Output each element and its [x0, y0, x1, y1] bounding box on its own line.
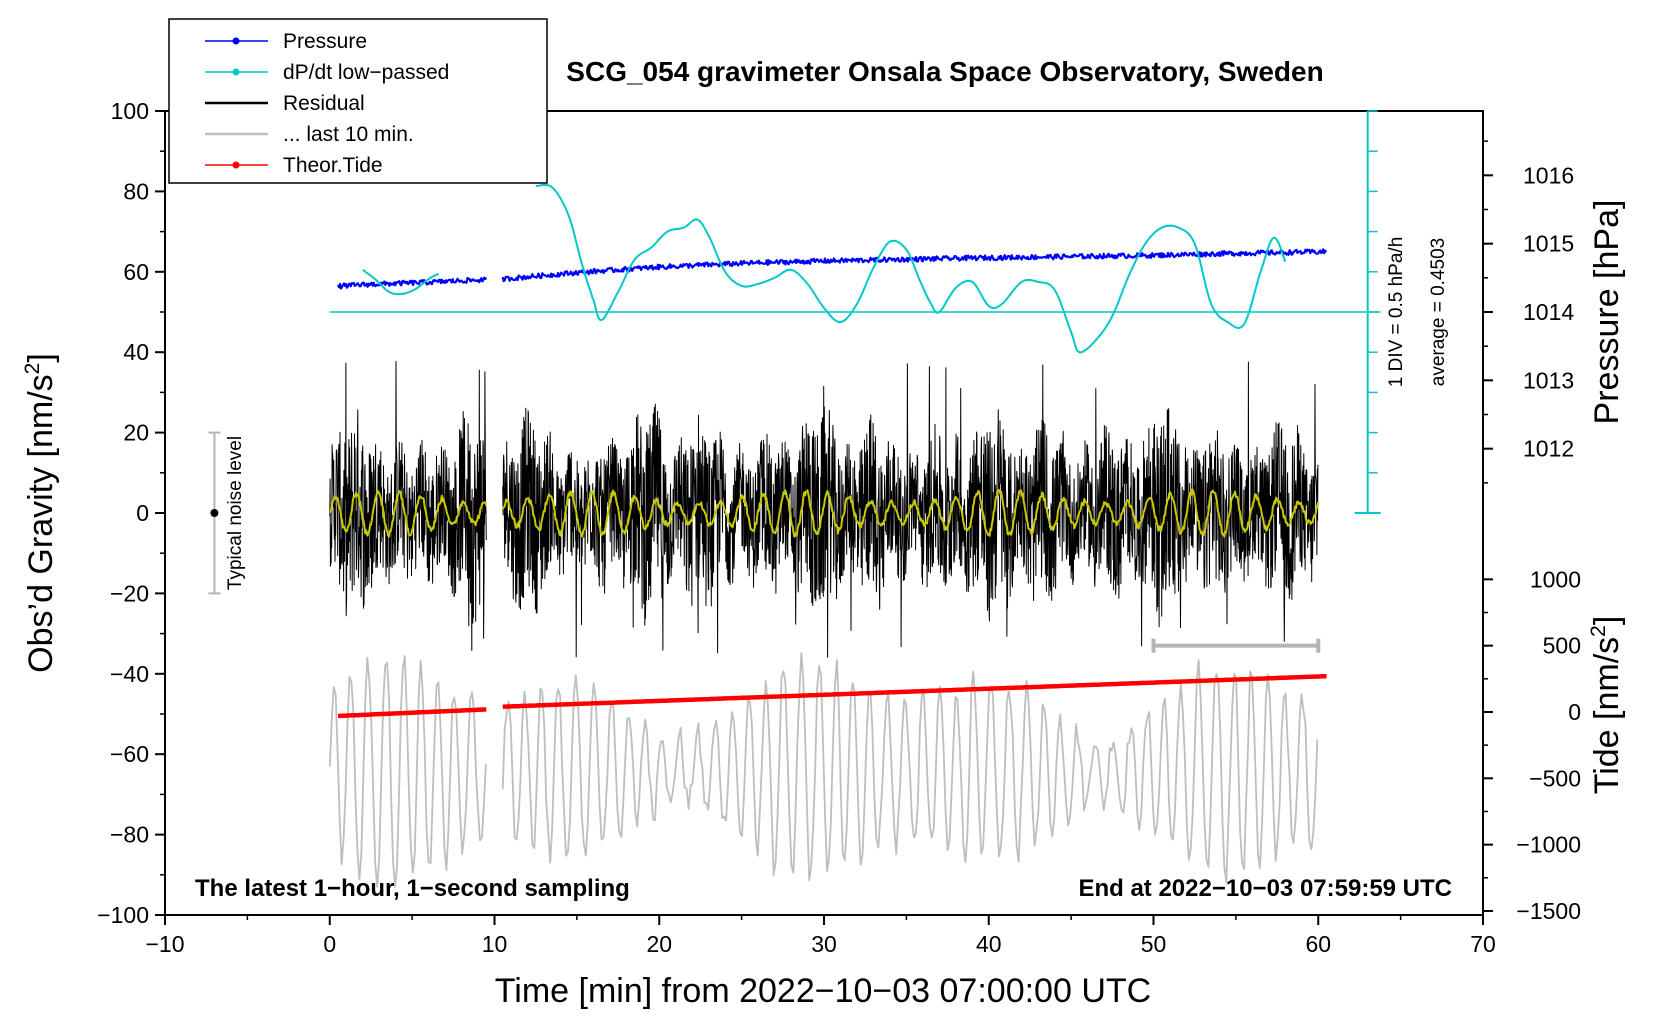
legend-label: Residual	[283, 92, 365, 115]
noise-level-label: Typical noise level	[225, 436, 246, 590]
tide-tick-label: −1000	[1516, 832, 1581, 858]
x-tick-label: 30	[811, 931, 837, 957]
pressure-line	[501, 248, 1328, 283]
pressure-axis-ticks: 1012 1013 1014 1015 1016	[1483, 140, 1574, 484]
residual-series	[329, 360, 1319, 658]
last-10-min-line	[328, 655, 487, 888]
x-tick-label: 10	[482, 931, 508, 957]
pressure-tick-label: 1012	[1523, 436, 1574, 462]
y-tick-label: 80	[123, 178, 149, 204]
x-tick-label: −10	[145, 931, 184, 957]
y-tick-label: 100	[111, 98, 149, 124]
legend-marker	[232, 161, 240, 169]
theor-tide-series	[337, 673, 1327, 719]
dpdt-line	[362, 268, 439, 296]
y-axis-ticks: −100 −80 −60 −40 −20 0 20 40 60 80 100	[97, 98, 165, 928]
residual-line	[329, 360, 487, 651]
y-tick-label: 40	[123, 339, 149, 365]
residual-smoothed-line	[329, 489, 488, 538]
noise-bar-center	[210, 509, 219, 517]
tide-tick-label: −1500	[1516, 898, 1581, 924]
y-tick-label: −60	[110, 741, 149, 767]
residual-line	[502, 361, 1319, 658]
pressure-axis-title: Pressure [hPa]	[1588, 200, 1626, 425]
x-tick-label: 0	[323, 931, 336, 957]
y-axis-title: Obs’d Gravity [nm/s2]	[21, 353, 60, 673]
theor-tide-line	[337, 707, 487, 719]
y-tick-label: 0	[136, 500, 149, 526]
dpdt-average-label: average = 0.4503	[1428, 238, 1449, 386]
noise-level-bar	[208, 431, 221, 595]
chart-title: SCG_054 gravimeter Onsala Space Observat…	[566, 56, 1323, 87]
annotation-left: The latest 1−hour, 1−second sampling	[195, 875, 630, 902]
dpdt-series	[362, 183, 1287, 354]
y-tick-label: −80	[110, 822, 149, 848]
tide-tick-label: 0	[1568, 699, 1581, 725]
y-tick-label: −100	[97, 902, 149, 928]
theor-tide-line	[502, 673, 1327, 709]
pressure-tick-label: 1014	[1523, 299, 1574, 325]
x-tick-label: 60	[1305, 931, 1331, 957]
last-10-min-line	[501, 652, 1319, 884]
pressure-line	[336, 276, 488, 290]
y-tick-label: −20	[110, 580, 149, 606]
last-10-min-marker	[1151, 638, 1321, 653]
pressure-tick-label: 1016	[1523, 162, 1574, 188]
tide-axis-title: Tide [nm/s2]	[1587, 616, 1626, 795]
residual-smoothed-line	[501, 488, 1320, 538]
legend: Pressure dP/dt low−passed Residual ... last…	[168, 18, 548, 184]
y-tick-label: −40	[110, 661, 149, 687]
residual-smoothed-series	[329, 488, 1320, 538]
dpdt-line	[535, 183, 1287, 354]
x-axis-ticks: −10 0 10 20 30 40 50 60 70	[145, 915, 1496, 957]
legend-box	[168, 18, 548, 184]
legend-label: ... last 10 min.	[283, 123, 414, 146]
dpdt-scale-bar	[329, 110, 1381, 514]
dpdt-scale-label: 1 DIV = 0.5 hPa/h	[1386, 237, 1407, 388]
pressure-tick-label: 1013	[1523, 367, 1574, 393]
last-10-min-series	[328, 652, 1319, 888]
tide-axis-ticks: −1500 −1000 −500 0 500 1000	[1483, 566, 1581, 924]
legend-marker	[232, 68, 240, 76]
annotation-right: End at 2022−10−03 07:59:59 UTC	[1078, 875, 1452, 902]
x-tick-label: 20	[646, 931, 672, 957]
tide-tick-label: −500	[1529, 765, 1581, 791]
x-axis-title: Time [min] from 2022−10−03 07:00:00 UTC	[495, 972, 1151, 1010]
x-tick-label: 50	[1141, 931, 1167, 957]
legend-label: Pressure	[283, 30, 367, 53]
y-tick-label: 20	[123, 420, 149, 446]
y-tick-label: 60	[123, 259, 149, 285]
legend-label: Theor.Tide	[283, 154, 383, 177]
legend-marker	[232, 37, 240, 45]
x-tick-label: 70	[1470, 931, 1496, 957]
pressure-tick-label: 1015	[1523, 231, 1574, 257]
pressure-series	[336, 248, 1328, 290]
tide-tick-label: 1000	[1530, 566, 1581, 592]
legend-label: dP/dt low−passed	[283, 61, 449, 84]
x-tick-label: 40	[976, 931, 1002, 957]
tide-tick-label: 500	[1543, 633, 1581, 659]
